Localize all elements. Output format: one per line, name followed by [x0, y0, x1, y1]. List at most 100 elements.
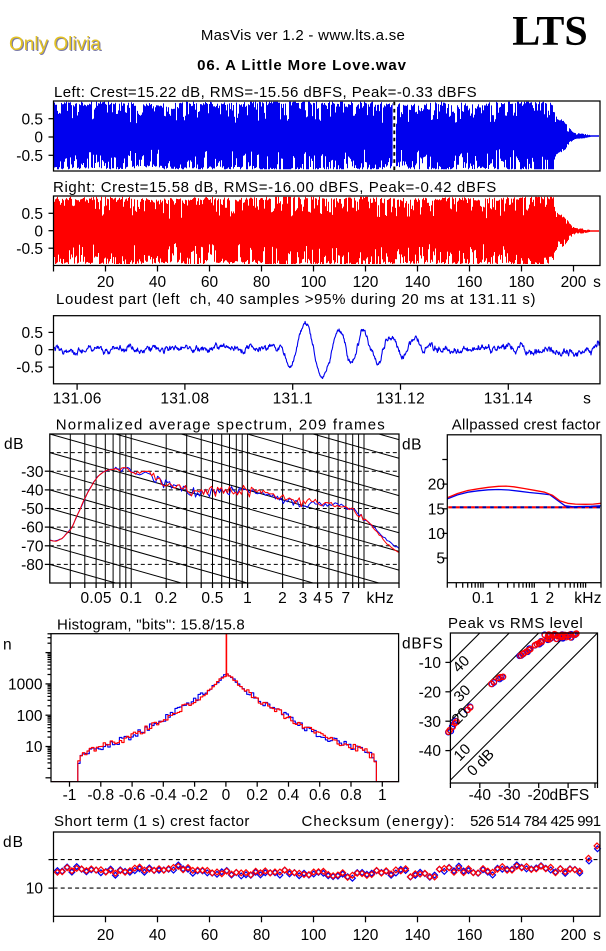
svg-text:dB: dB: [4, 436, 24, 453]
svg-text:-30: -30: [498, 787, 521, 804]
svg-text:-20: -20: [527, 787, 550, 804]
svg-text:-0.2: -0.2: [181, 787, 208, 804]
svg-text:-60: -60: [21, 520, 44, 537]
svg-text:Histogram, "bits": 15.8/15.8: Histogram, "bits": 15.8/15.8: [57, 617, 245, 634]
svg-text:40: 40: [149, 274, 167, 291]
svg-text:0.5: 0.5: [21, 206, 43, 223]
svg-text:0.5: 0.5: [201, 590, 223, 607]
svg-text:0.1: 0.1: [120, 590, 142, 607]
svg-text:0: 0: [222, 787, 231, 804]
svg-text:526 514 784 425 991: 526 514 784 425 991: [470, 813, 601, 830]
svg-text:1: 1: [378, 787, 387, 804]
svg-text:Only Olivia: Only Olivia: [9, 34, 101, 55]
svg-text:dB: dB: [402, 437, 422, 454]
svg-text:0.5: 0.5: [21, 111, 43, 128]
svg-text:0.05: 0.05: [81, 590, 112, 607]
svg-text:Short term (1 s) crest factor: Short term (1 s) crest factor: [54, 813, 250, 830]
svg-text:1000: 1000: [8, 677, 43, 694]
svg-text:80: 80: [253, 927, 271, 944]
svg-text:131.1: 131.1: [273, 391, 313, 408]
svg-text:-30: -30: [419, 714, 442, 731]
svg-text:kHz: kHz: [574, 590, 602, 607]
svg-text:dBFS: dBFS: [550, 787, 590, 804]
svg-text:06. A Little More Love.wav: 06. A Little More Love.wav: [197, 57, 407, 74]
svg-text:Right: Crest=15.58 dB, RMS=-16: Right: Crest=15.58 dB, RMS=-16.00 dBFS, …: [53, 179, 497, 196]
svg-text:-20: -20: [419, 684, 442, 701]
svg-text:20: 20: [97, 274, 115, 291]
svg-text:40: 40: [149, 927, 167, 944]
svg-text:-0.5: -0.5: [16, 241, 43, 258]
svg-text:100: 100: [301, 274, 327, 291]
svg-text:0.8: 0.8: [340, 787, 362, 804]
svg-text:131.12: 131.12: [376, 391, 425, 408]
svg-text:-0.8: -0.8: [87, 787, 114, 804]
svg-text:0: 0: [34, 342, 43, 359]
svg-text:20: 20: [97, 927, 115, 944]
svg-text:MasVis ver 1.2 - www.lts.a.se: MasVis ver 1.2 - www.lts.a.se: [201, 27, 405, 44]
svg-text:Only Olivia: Only Olivia: [10, 35, 102, 56]
svg-text:-40: -40: [469, 787, 492, 804]
svg-text:180: 180: [509, 274, 535, 291]
svg-text:-30: -30: [21, 464, 44, 481]
svg-text:160: 160: [457, 274, 483, 291]
svg-text:-70: -70: [21, 538, 44, 555]
svg-text:2: 2: [545, 590, 554, 607]
svg-text:-10: -10: [419, 655, 442, 672]
svg-text:131.08: 131.08: [160, 391, 209, 408]
svg-text:2: 2: [278, 590, 287, 607]
svg-text:-50: -50: [21, 501, 44, 518]
svg-text:Allpassed crest factor: Allpassed crest factor: [452, 417, 601, 434]
svg-text:Left: Crest=15.22 dB, RMS=-15.: Left: Crest=15.22 dB, RMS=-15.56 dBFS, P…: [54, 84, 477, 101]
svg-text:200: 200: [561, 274, 587, 291]
svg-text:131.14: 131.14: [484, 391, 533, 408]
svg-text:1: 1: [243, 590, 252, 607]
svg-text:100: 100: [17, 708, 43, 725]
svg-text:LTS: LTS: [512, 9, 588, 55]
svg-text:140: 140: [405, 927, 431, 944]
svg-text:131.06: 131.06: [53, 391, 102, 408]
svg-text:dB: dB: [3, 834, 24, 851]
svg-text:s: s: [593, 274, 601, 291]
svg-text:-0.4: -0.4: [150, 787, 177, 804]
svg-text:15: 15: [428, 501, 445, 518]
svg-text:80: 80: [253, 274, 271, 291]
svg-text:kHz: kHz: [366, 590, 394, 607]
svg-text:-0.6: -0.6: [119, 787, 146, 804]
svg-text:100: 100: [301, 927, 327, 944]
svg-text:-0.5: -0.5: [16, 360, 43, 377]
svg-text:180: 180: [509, 927, 535, 944]
svg-text:20: 20: [428, 477, 446, 494]
svg-text:-80: -80: [21, 557, 44, 574]
svg-text:0: 0: [34, 223, 43, 240]
svg-text:10: 10: [25, 739, 43, 756]
svg-text:1: 1: [530, 590, 539, 607]
svg-text:0.2: 0.2: [246, 787, 268, 804]
svg-text:4: 4: [313, 590, 322, 607]
svg-text:s: s: [583, 391, 591, 408]
svg-text:7: 7: [341, 590, 350, 607]
svg-text:200: 200: [561, 927, 587, 944]
svg-text:5: 5: [324, 590, 333, 607]
svg-text:120: 120: [353, 927, 379, 944]
svg-text:140: 140: [405, 274, 431, 291]
svg-text:120: 120: [353, 274, 379, 291]
svg-text:0.2: 0.2: [155, 590, 177, 607]
svg-text:-1: -1: [63, 787, 77, 804]
svg-text:10: 10: [428, 526, 446, 543]
svg-text:Peak vs RMS level: Peak vs RMS level: [448, 615, 583, 632]
svg-text:Loudest part (left ch, 40 sam: Loudest part (left ch, 40 samples >95% d…: [56, 291, 536, 308]
svg-text:dBFS: dBFS: [402, 636, 444, 653]
svg-text:s: s: [593, 927, 601, 944]
svg-text:-40: -40: [419, 743, 442, 760]
svg-text:Normalized average spectrum, 2: Normalized average spectrum, 209 frames: [56, 417, 386, 434]
svg-text:3: 3: [299, 590, 308, 607]
svg-text:n: n: [3, 637, 12, 654]
svg-text:160: 160: [457, 927, 483, 944]
svg-text:60: 60: [201, 274, 219, 291]
svg-text:0.6: 0.6: [309, 787, 331, 804]
svg-text:60: 60: [201, 927, 219, 944]
svg-text:0.1: 0.1: [472, 590, 494, 607]
svg-text:10: 10: [26, 881, 44, 898]
svg-text:-40: -40: [21, 482, 44, 499]
svg-text:0.4: 0.4: [278, 787, 300, 804]
